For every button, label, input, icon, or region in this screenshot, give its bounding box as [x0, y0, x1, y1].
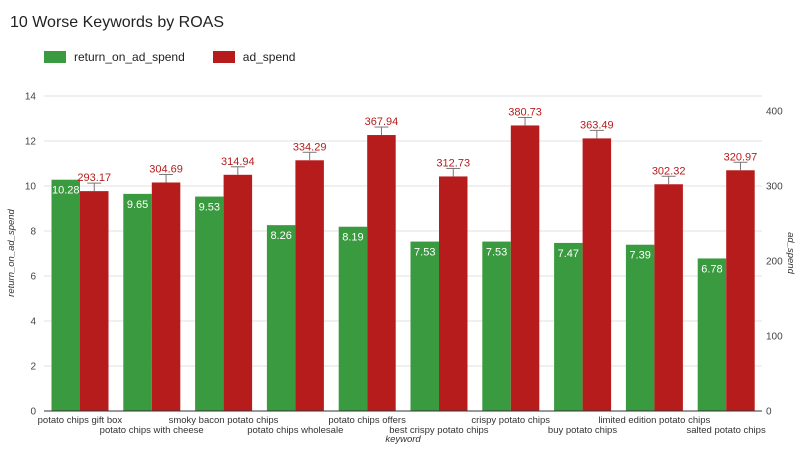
bar-roas-0	[51, 179, 80, 411]
x-tick-label-0: potato chips gift box	[38, 415, 123, 426]
chart-title: 10 Worse Keywords by ROAS	[10, 14, 225, 31]
data-label-roas-1: 9.65	[127, 199, 148, 211]
bar-ad-spend-2	[223, 174, 253, 411]
bar-roas-9	[697, 258, 727, 411]
legend-item-roas[interactable]: return_on_ad_spend	[44, 50, 185, 64]
y2-tick-label-0: 0	[766, 407, 772, 418]
y-tick-label-14: 14	[25, 92, 37, 103]
y-tick-label-12: 12	[25, 137, 37, 148]
bar-ad-spend-8	[654, 184, 683, 411]
data-label-ad-spend-1: 304.69	[149, 163, 183, 175]
data-label-roas-6: 7.53	[486, 247, 507, 259]
bar-roas-6	[482, 241, 511, 411]
data-label-roas-8: 7.39	[629, 250, 650, 262]
legend-swatch-roas	[44, 51, 66, 63]
y-axis-label: return_on_ad_spend	[6, 208, 17, 296]
y-tick-label-10: 10	[25, 182, 37, 193]
legend-item-ad-spend[interactable]: ad_spend	[212, 50, 296, 64]
x-tick-label-7: buy potato chips	[548, 425, 617, 436]
legend-label-roas: return_on_ad_spend	[74, 50, 185, 64]
x-tick-label-6: crispy potato chips	[471, 415, 550, 426]
legend-swatch-ad-spend	[212, 51, 235, 63]
bar-roas-1	[123, 193, 152, 411]
x-tick-label-3: potato chips wholesale	[247, 425, 343, 436]
data-label-roas-5: 7.53	[414, 247, 435, 259]
y-axis-ticks: 0 2 4 6 8 10 12 14	[25, 92, 37, 418]
x-tick-label-9: salted potato chips	[686, 425, 765, 436]
data-label-ad-spend-6: 380.73	[508, 106, 542, 118]
data-label-roas-7: 7.47	[558, 248, 579, 260]
bar-roas-5	[410, 241, 439, 411]
data-label-ad-spend-3: 334.29	[293, 141, 327, 153]
bar-roas-2	[195, 196, 224, 411]
x-tick-label-4: potato chips offers	[328, 415, 406, 426]
bar-ad-spend-6	[510, 125, 540, 411]
bar-ad-spend-7	[582, 138, 612, 411]
legend-label-ad-spend: ad_spend	[242, 50, 296, 64]
data-label-roas-2: 9.53	[199, 202, 220, 214]
y-tick-label-0: 0	[30, 407, 36, 418]
data-label-roas-9: 6.78	[701, 263, 722, 275]
y2-axis-ticks: 0 100 200 300 400	[766, 107, 783, 418]
data-label-roas-0: 10.28	[52, 185, 80, 197]
data-label-ad-spend-8: 302.32	[652, 165, 686, 177]
y2-tick-label-400: 400	[766, 107, 783, 118]
y-tick-label-2: 2	[30, 362, 36, 373]
data-label-roas-3: 8.26	[270, 230, 291, 242]
data-label-roas-4: 8.19	[342, 232, 363, 244]
bar-ad-spend-3	[295, 160, 324, 411]
x-tick-label-8: limited edition potato chips	[598, 415, 710, 426]
y-tick-label-8: 8	[30, 227, 36, 238]
bar-ad-spend-1	[151, 182, 181, 411]
x-axis-label: keyword	[385, 434, 421, 445]
bar-roas-4	[338, 226, 368, 411]
bar-ad-spend-4	[367, 135, 396, 412]
data-label-ad-spend-5: 312.73	[436, 157, 470, 169]
bar-roas-7	[554, 242, 583, 411]
data-label-ad-spend-2: 314.94	[221, 156, 255, 168]
x-tick-label-5: best crispy potato chips	[389, 425, 489, 436]
bar-roas-3	[266, 225, 296, 411]
data-label-ad-spend-0: 293.17	[77, 172, 111, 184]
bar-ad-spend-5	[439, 176, 468, 411]
bar-roas-8	[625, 244, 655, 411]
y-tick-label-4: 4	[30, 317, 36, 328]
y-tick-label-6: 6	[30, 272, 36, 283]
x-tick-label-1: potato chips with cheese	[100, 425, 204, 436]
legend: return_on_ad_spend ad_spend	[44, 50, 323, 64]
data-label-ad-spend-7: 363.49	[580, 119, 614, 131]
y2-axis-label: ad_spend	[785, 232, 796, 274]
bar-ad-spend-9	[726, 170, 755, 411]
bar-ad-spend-0	[80, 191, 109, 411]
data-label-ad-spend-4: 367.94	[365, 116, 399, 128]
data-label-ad-spend-9: 320.97	[724, 151, 758, 163]
y2-tick-label-100: 100	[766, 332, 783, 343]
bars	[51, 125, 755, 412]
y2-tick-label-300: 300	[766, 182, 783, 193]
y2-tick-label-200: 200	[766, 257, 783, 268]
x-tick-label-2: smoky bacon potato chips	[169, 415, 279, 426]
